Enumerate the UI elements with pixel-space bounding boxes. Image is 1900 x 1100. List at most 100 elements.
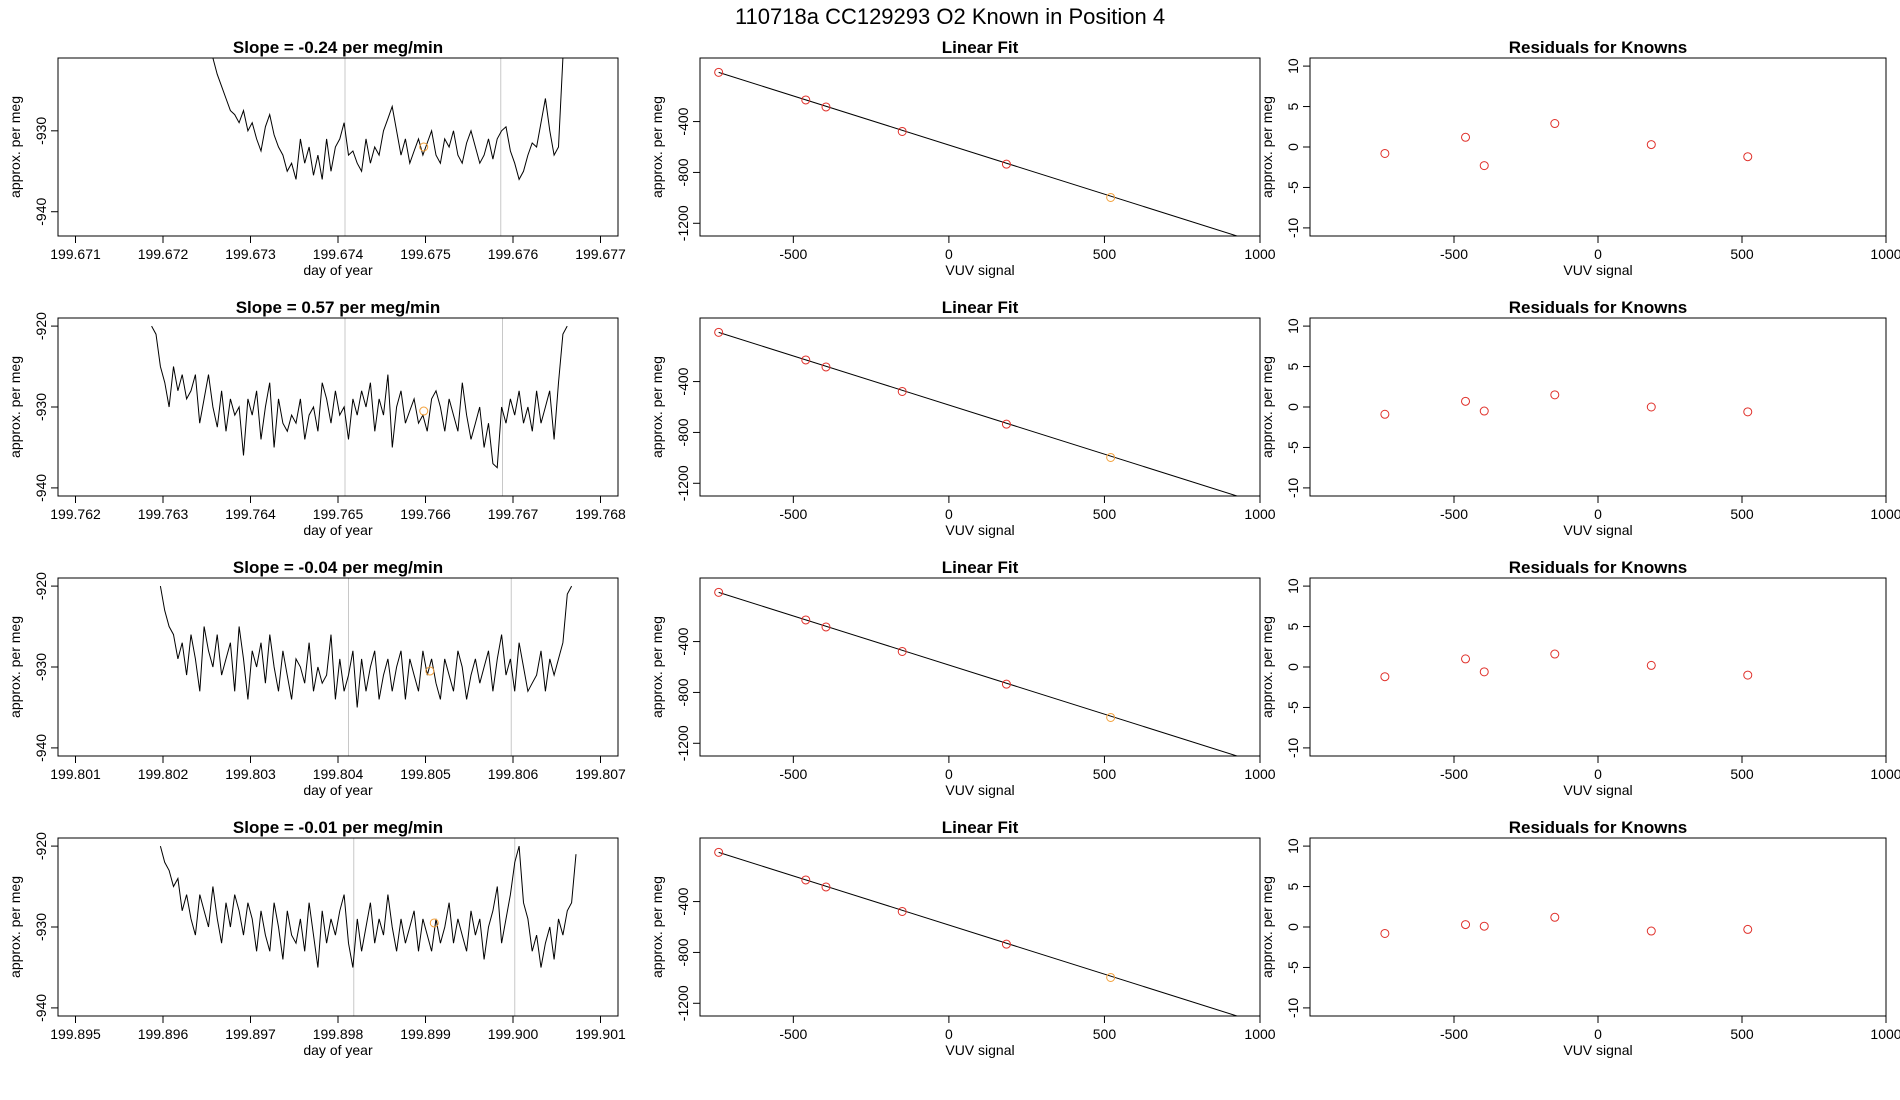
x-tick-label: 0: [1594, 766, 1602, 782]
y-axis-label: approx. per meg: [649, 356, 665, 458]
y-tick-label: -940: [33, 994, 49, 1022]
fit-line: [718, 851, 1239, 1016]
known-point: [801, 875, 811, 885]
x-tick-label: 0: [1594, 506, 1602, 522]
known-point: [1550, 912, 1560, 922]
y-axis-label: approx. per meg: [1259, 356, 1275, 458]
x-tick-label: 199.768: [575, 506, 626, 522]
known-point: [714, 847, 724, 857]
x-tick-label: 500: [1093, 766, 1117, 782]
panel-title: Residuals for Knowns: [1509, 818, 1688, 837]
known-point: [1461, 132, 1471, 142]
known-point: [1646, 140, 1656, 150]
y-tick-label: -400: [675, 887, 691, 915]
y-tick-label: -930: [33, 117, 49, 145]
y-tick-label: 5: [1285, 882, 1301, 890]
data-layer: [1380, 649, 1753, 682]
data-layer: [1380, 390, 1753, 419]
y-axis-label: approx. per meg: [7, 876, 23, 978]
y-tick-label: -400: [675, 107, 691, 135]
target-point: [419, 406, 429, 416]
data-layer: [1380, 912, 1753, 938]
known-point: [1550, 390, 1560, 400]
x-tick-label: 500: [1730, 1026, 1754, 1042]
panel-title: Linear Fit: [942, 818, 1019, 837]
y-axis-label: approx. per meg: [7, 356, 23, 458]
x-tick-label: -500: [1440, 506, 1468, 522]
y-tick-label: -10: [1285, 998, 1301, 1018]
x-axis-label: day of year: [303, 1042, 373, 1058]
x-tick-label: 0: [945, 246, 953, 262]
chart-panel-r1c1: Slope = -0.24 per meg/min 199.671 199.672 1…: [7, 38, 626, 278]
y-tick-label: 0: [1285, 403, 1301, 411]
x-tick-label: 1000: [1870, 246, 1900, 262]
y-tick-label: 5: [1285, 102, 1301, 110]
x-tick-label: 1000: [1244, 506, 1275, 522]
y-axis-label: approx. per meg: [1259, 96, 1275, 198]
x-tick-label: -500: [779, 506, 807, 522]
x-tick-label: 199.901: [575, 1026, 626, 1042]
data-layer: [714, 587, 1239, 756]
x-tick-label: -500: [1440, 766, 1468, 782]
x-tick-label: 1000: [1870, 1026, 1900, 1042]
y-axis-label: approx. per meg: [649, 96, 665, 198]
known-point: [897, 386, 907, 396]
known-point: [1743, 152, 1753, 162]
known-point: [821, 362, 831, 372]
x-tick-label: 199.677: [575, 246, 626, 262]
y-axis-label: approx. per meg: [7, 96, 23, 198]
x-tick-label: 199.900: [488, 1026, 539, 1042]
known-point: [821, 102, 831, 112]
chart-panel-r3c3: Residuals for Knowns -500 0 500 1000 10 5 0 -5 -1…: [1259, 558, 1900, 798]
time-series-line: [159, 845, 577, 968]
y-tick-label: -940: [33, 734, 49, 762]
x-tick-label: 199.895: [50, 1026, 101, 1042]
y-tick-label: -930: [33, 653, 49, 681]
x-tick-label: 199.805: [400, 766, 451, 782]
y-tick-label: -5: [1285, 181, 1301, 194]
x-tick-label: 199.674: [313, 246, 364, 262]
target-point: [1106, 972, 1116, 982]
y-tick-label: -1200: [675, 985, 691, 1021]
y-tick-label: -800: [675, 678, 691, 706]
x-tick-label: 199.675: [400, 246, 451, 262]
x-tick-label: -500: [779, 1026, 807, 1042]
y-tick-label: -1200: [675, 465, 691, 501]
fit-line: [718, 331, 1239, 496]
known-point: [1380, 928, 1390, 938]
x-axis-label: VUV signal: [945, 522, 1014, 538]
y-tick-label: 10: [1285, 578, 1301, 594]
y-tick-label: 10: [1285, 58, 1301, 74]
x-axis-label: day of year: [303, 522, 373, 538]
figure-title: 110718a CC129293 O2 Known in Position 4: [735, 4, 1165, 29]
known-point: [821, 882, 831, 892]
known-point: [1646, 660, 1656, 670]
x-tick-label: 1000: [1244, 766, 1275, 782]
y-tick-label: -920: [33, 572, 49, 600]
time-series-line: [151, 325, 568, 469]
data-layer: [1380, 119, 1753, 171]
y-axis-label: approx. per meg: [7, 616, 23, 718]
x-tick-label: 199.897: [225, 1026, 276, 1042]
y-axis-label: approx. per meg: [649, 616, 665, 718]
y-tick-label: 10: [1285, 838, 1301, 854]
x-tick-label: 500: [1730, 506, 1754, 522]
chart-panel-r4c2: Linear Fit -500 0 500 1000 -400 -800 -1200 VUV s…: [649, 818, 1276, 1058]
x-tick-label: 500: [1093, 506, 1117, 522]
x-tick-label: 500: [1093, 1026, 1117, 1042]
y-tick-label: -800: [675, 158, 691, 186]
chart-panel-r2c3: Residuals for Knowns -500 0 500 1000 10 5 0 -5 -1…: [1259, 298, 1900, 538]
plot-frame: [699, 577, 1261, 757]
x-axis-label: VUV signal: [945, 262, 1014, 278]
known-point: [1001, 939, 1011, 949]
target-point: [1106, 452, 1116, 462]
known-point: [1380, 672, 1390, 682]
y-tick-label: -920: [33, 832, 49, 860]
x-tick-label: 199.898: [313, 1026, 364, 1042]
chart-panel-r4c3: Residuals for Knowns -500 0 500 1000 10 5 0 -5 -1…: [1259, 818, 1900, 1058]
y-tick-label: -940: [33, 474, 49, 502]
known-point: [897, 906, 907, 916]
plot-frame: [57, 837, 619, 1017]
x-tick-label: 199.762: [50, 506, 101, 522]
